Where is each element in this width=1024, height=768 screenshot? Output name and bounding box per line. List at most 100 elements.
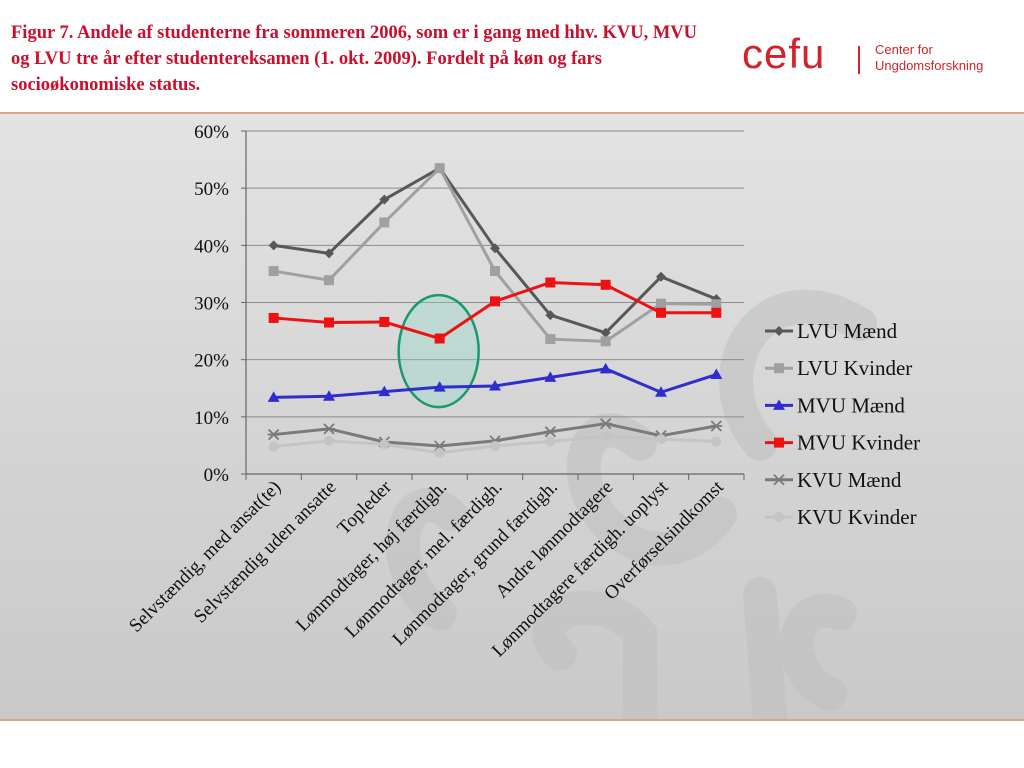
data-point xyxy=(656,434,666,445)
logo-name: Center for Ungdomsforskning xyxy=(875,42,983,74)
series-lvu-maend xyxy=(268,163,722,338)
line-chart: 0%10%20%30%40%50%60% Selvstændig, med an… xyxy=(125,122,920,719)
data-point xyxy=(268,266,279,277)
data-point xyxy=(267,391,280,402)
y-tick-label: 20% xyxy=(194,351,229,372)
data-point xyxy=(324,435,334,446)
data-point xyxy=(267,428,280,441)
data-point xyxy=(490,266,500,277)
cefu-logo: cefu Center for Ungdomsforskning xyxy=(742,32,1012,80)
data-point xyxy=(434,333,445,344)
legend-item-lvu-maend: LVU Mænd xyxy=(765,319,898,343)
legend-item-mvu-maend: MVU Mænd xyxy=(765,393,905,417)
header: Figur 7. Andele af studenterne fra somme… xyxy=(0,0,1024,112)
series-kvu-kvinder xyxy=(268,431,722,458)
watermark xyxy=(386,289,877,719)
data-point xyxy=(600,327,611,338)
y-tick-label: 50% xyxy=(194,179,229,200)
data-point xyxy=(599,418,612,430)
data-point xyxy=(599,362,612,374)
y-tick-label: 10% xyxy=(194,408,229,429)
data-point xyxy=(324,317,334,328)
watermark-stroke-c xyxy=(386,487,467,631)
legend-item-mvu-kvinder: MVU Kvinder xyxy=(765,431,920,455)
data-point xyxy=(545,277,556,288)
data-point xyxy=(490,243,500,254)
legend: LVU Mænd LVU Kvinder MVU Mænd MVU Kvinder KV… xyxy=(765,319,920,529)
data-point xyxy=(655,386,667,397)
y-tick-labels: 0% 10% 20% 30% 40% 50% 60% xyxy=(194,122,229,486)
watermark-stroke-b xyxy=(566,413,737,566)
data-point xyxy=(545,334,556,345)
data-point xyxy=(268,441,279,452)
header-divider xyxy=(0,112,1024,114)
data-point xyxy=(710,368,723,380)
highlight-ellipse xyxy=(397,293,480,409)
data-point xyxy=(710,420,723,432)
data-point xyxy=(600,336,611,347)
data-point xyxy=(544,426,557,438)
y-tick-label: 60% xyxy=(194,122,229,143)
y-tick-label: 30% xyxy=(194,294,229,315)
data-point xyxy=(379,439,390,450)
y-tick-label: 40% xyxy=(194,236,229,257)
series-layer xyxy=(267,163,723,458)
logo-name-line1: Center for xyxy=(875,42,933,57)
data-point xyxy=(656,307,666,318)
data-point xyxy=(434,163,445,174)
logo-word: cefu xyxy=(742,30,826,77)
series-line xyxy=(273,166,717,343)
data-point xyxy=(490,440,500,451)
legend-item-kvu-kvinder: KVU Kvinder xyxy=(765,505,917,529)
data-point xyxy=(324,248,334,259)
data-point xyxy=(323,423,335,435)
data-point xyxy=(433,381,446,392)
legend-label: KVU Kvinder xyxy=(797,505,917,529)
data-point xyxy=(379,217,390,228)
legend-marker xyxy=(774,512,784,522)
watermark-stroke-f xyxy=(743,577,787,719)
legend-label: MVU Kvinder xyxy=(797,431,920,455)
data-point xyxy=(656,298,666,309)
legend-marker xyxy=(773,399,785,410)
data-point xyxy=(545,310,556,321)
legend-label: LVU Mænd xyxy=(797,319,898,343)
legend-label: LVU Kvinder xyxy=(797,356,912,380)
data-point xyxy=(379,194,390,205)
data-point xyxy=(544,371,557,382)
legend-label: KVU Mænd xyxy=(797,468,902,492)
data-point xyxy=(545,436,556,447)
legend-item-kvu-maend: KVU Mænd xyxy=(765,468,902,492)
footer-divider xyxy=(0,719,1024,721)
series-mvu-maend xyxy=(267,362,723,402)
y-tick-label: 0% xyxy=(204,465,230,486)
data-point xyxy=(711,299,722,310)
legend-marker xyxy=(773,474,785,486)
data-point xyxy=(711,436,722,447)
series-lvu-kvinder xyxy=(268,163,722,347)
data-point xyxy=(268,312,279,323)
data-point xyxy=(490,296,500,307)
watermark-stroke-e xyxy=(532,590,657,719)
watermark-stroke-a xyxy=(719,289,877,461)
data-point xyxy=(324,275,334,286)
figure-title: Figur 7. Andele af studenterne fra somme… xyxy=(11,23,698,95)
series-mvu-kvinder xyxy=(268,277,722,344)
data-point xyxy=(600,431,611,442)
data-point xyxy=(323,390,335,401)
data-point xyxy=(434,447,445,458)
data-point xyxy=(711,307,722,318)
logo-name-line2: Ungdomsforskning xyxy=(875,58,984,73)
annotation-layer xyxy=(397,293,480,409)
watermark-stroke-d xyxy=(780,594,857,711)
legend-marker xyxy=(774,326,784,336)
chart-panel: 0% 10% 20% 30% 40% 50% 60% Selvstændig, med an… xyxy=(0,114,1024,719)
data-point xyxy=(378,385,391,397)
data-point xyxy=(268,240,279,251)
data-point xyxy=(600,279,611,290)
data-point xyxy=(379,316,390,327)
data-point xyxy=(489,379,501,391)
logo-divider xyxy=(858,46,860,74)
axis-layer xyxy=(241,130,745,480)
legend-label: MVU Mænd xyxy=(797,393,905,417)
